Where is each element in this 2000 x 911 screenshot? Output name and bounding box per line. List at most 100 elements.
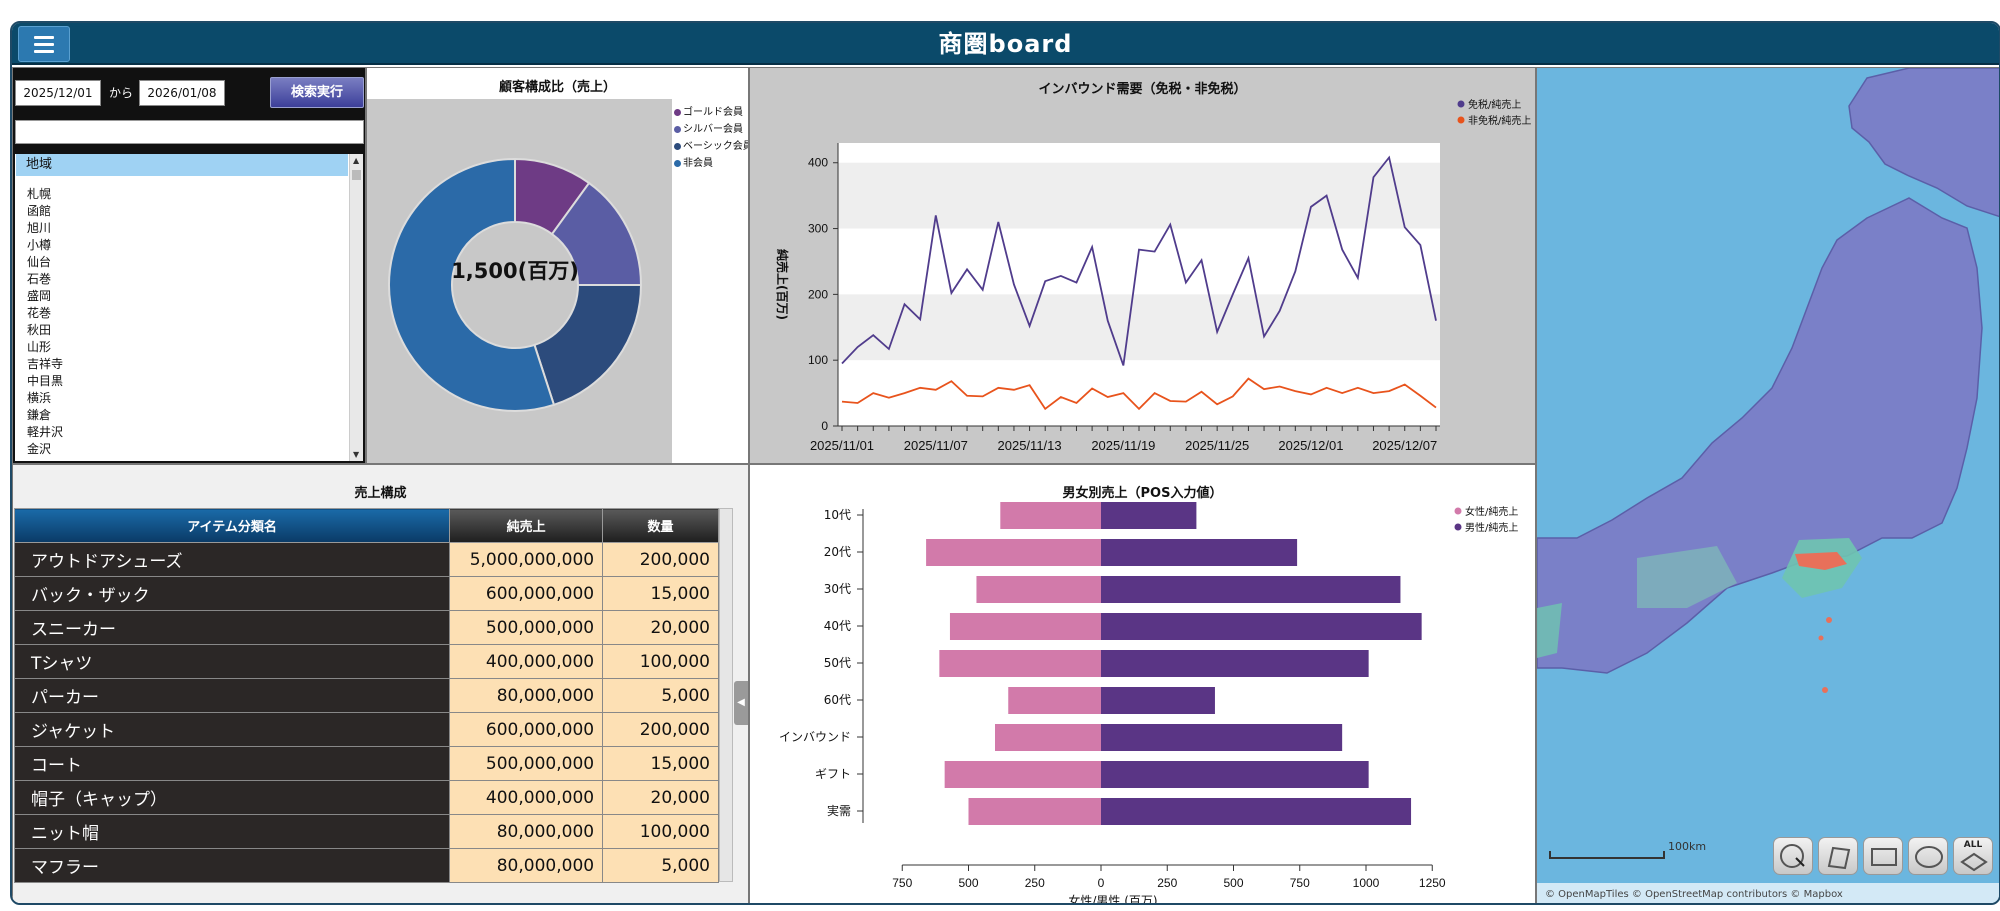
all-select-icon[interactable]: ALL bbox=[1953, 837, 1993, 875]
polygon-select-icon[interactable] bbox=[1818, 837, 1858, 875]
female-bar[interactable] bbox=[944, 761, 1101, 788]
line-series[interactable] bbox=[841, 377, 1437, 411]
table-row[interactable]: バック・ザック 600,000,000 15,000 bbox=[13, 576, 719, 611]
region-item[interactable]: 小樽 bbox=[27, 238, 52, 252]
region-item[interactable]: 吉祥寺 bbox=[27, 357, 64, 371]
search-button[interactable]: 検索実行 bbox=[270, 77, 364, 108]
header-item-category[interactable]: アイテム分類名 bbox=[13, 508, 451, 543]
male-bar[interactable] bbox=[1101, 539, 1298, 566]
region-item[interactable]: 盛岡 bbox=[27, 289, 52, 303]
region-list-header[interactable]: 地域 bbox=[16, 154, 348, 176]
table-row[interactable]: 帽子（キャップ） 400,000,000 20,000 bbox=[13, 780, 719, 815]
keyword-input[interactable] bbox=[15, 120, 364, 144]
page-title: 商圏board bbox=[938, 30, 1073, 58]
female-bar[interactable] bbox=[1000, 502, 1101, 529]
bar-legend-label[interactable]: 女性/純売上 bbox=[1465, 505, 1518, 518]
female-bar[interactable] bbox=[968, 798, 1102, 825]
region-item[interactable]: 札幌 bbox=[27, 187, 52, 201]
region-item[interactable]: 金沢 bbox=[27, 442, 52, 456]
region-item[interactable]: 横浜 bbox=[27, 391, 52, 405]
sales-table: アイテム分類名 純売上 数量 アウトドアシューズ 5,000,000,000 200… bbox=[13, 508, 719, 883]
table-scrollbar[interactable] bbox=[719, 508, 733, 882]
region-item[interactable]: 鎌倉 bbox=[27, 408, 52, 422]
female-bar[interactable] bbox=[939, 650, 1101, 677]
scroll-down-icon[interactable]: ▼ bbox=[353, 450, 360, 459]
donut-legend-item[interactable]: シルバー会員 bbox=[674, 120, 743, 135]
male-bar[interactable] bbox=[1101, 650, 1369, 677]
map-canvas[interactable] bbox=[1537, 68, 2000, 905]
table-row[interactable]: Tシャツ 400,000,000 100,000 bbox=[13, 644, 719, 679]
quantity-cell: 5,000 bbox=[602, 848, 719, 883]
female-bar[interactable] bbox=[976, 576, 1101, 603]
item-category-cell: スニーカー bbox=[13, 610, 451, 645]
legend-label: 非会員 bbox=[683, 158, 713, 169]
date-to-input[interactable]: 2026/01/08 bbox=[139, 80, 225, 106]
table-row[interactable]: スニーカー 500,000,000 20,000 bbox=[13, 610, 719, 645]
inbound-demand-panel: インバウンド需要（免税・非免税） 0 100 200 300 400 2025/11/01… bbox=[749, 67, 1536, 464]
table-row[interactable]: ジャケット 600,000,000 200,000 bbox=[13, 712, 719, 747]
region-item[interactable]: 石巻 bbox=[27, 272, 52, 286]
date-from-input[interactable]: 2025/12/01 bbox=[15, 80, 101, 106]
line-series[interactable] bbox=[841, 155, 1437, 366]
donut-slice[interactable] bbox=[533, 284, 643, 407]
header-quantity[interactable]: 数量 bbox=[602, 508, 719, 543]
scale-bar bbox=[1549, 851, 1665, 859]
donut-slice[interactable] bbox=[388, 157, 556, 412]
male-bar[interactable] bbox=[1101, 502, 1197, 529]
male-bar[interactable] bbox=[1101, 798, 1412, 825]
circle-select-icon[interactable] bbox=[1908, 837, 1948, 875]
table-row[interactable]: アウトドアシューズ 5,000,000,000 200,000 bbox=[13, 542, 719, 577]
app-window: 商圏board 2025/12/01 から 2026/01/08 検索実行 地域… bbox=[10, 21, 2000, 905]
region-item[interactable]: 花巻 bbox=[27, 306, 52, 320]
male-bar[interactable] bbox=[1101, 613, 1422, 640]
region-item[interactable]: 仙台 bbox=[27, 255, 52, 269]
bar-legend-label[interactable]: 男性/純売上 bbox=[1465, 521, 1518, 534]
female-bar[interactable] bbox=[949, 613, 1101, 640]
male-bar[interactable] bbox=[1101, 724, 1343, 751]
line-legend-label[interactable]: 免税/純売上 bbox=[1468, 98, 1521, 111]
region-item[interactable]: 秋田 bbox=[27, 323, 52, 337]
line-legend-label[interactable]: 非免税/純売上 bbox=[1468, 114, 1531, 127]
table-row[interactable]: ニット帽 80,000,000 100,000 bbox=[13, 814, 719, 849]
region-item[interactable]: 中目黒 bbox=[27, 374, 64, 388]
sales-title: 売上構成 bbox=[354, 486, 407, 501]
male-bar[interactable] bbox=[1101, 687, 1215, 714]
shizuoka-highlight bbox=[1637, 546, 1737, 608]
region-item[interactable]: 旭川 bbox=[27, 221, 52, 235]
donut-title-bar: 顧客構成比（売上） bbox=[367, 68, 748, 99]
region-item[interactable]: 軽井沢 bbox=[27, 425, 64, 439]
x-tick-label: 250 bbox=[1025, 876, 1045, 890]
category-label: 30代 bbox=[824, 582, 851, 596]
female-bar[interactable] bbox=[926, 539, 1101, 566]
collapse-arrow-icon[interactable]: ◀ bbox=[734, 681, 748, 725]
point-select-icon[interactable] bbox=[1773, 837, 1813, 875]
quantity-cell: 15,000 bbox=[602, 746, 719, 781]
quantity-cell: 100,000 bbox=[602, 814, 719, 849]
rect-select-icon[interactable] bbox=[1863, 837, 1903, 875]
table-row[interactable]: マフラー 80,000,000 5,000 bbox=[13, 848, 719, 883]
header-net-sales[interactable]: 純売上 bbox=[449, 508, 604, 543]
region-scrollbar[interactable]: ▲ ▼ bbox=[349, 154, 363, 461]
female-bar[interactable] bbox=[1008, 687, 1101, 714]
net-sales-cell: 80,000,000 bbox=[449, 814, 604, 849]
donut-legend-item[interactable]: ベーシック会員 bbox=[674, 137, 748, 152]
map-toolbar: ALL bbox=[1773, 837, 1993, 875]
map-panel[interactable]: 100km ALL © OpenMapTiles © OpenStreetMap… bbox=[1536, 67, 2000, 905]
donut-legend-item[interactable]: 非会員 bbox=[674, 154, 713, 169]
region-item[interactable]: 山形 bbox=[27, 340, 52, 354]
table-row[interactable]: パーカー 80,000,000 5,000 bbox=[13, 678, 719, 713]
legend-dot-icon bbox=[674, 159, 681, 167]
island-marker bbox=[1822, 687, 1828, 693]
scroll-thumb[interactable] bbox=[352, 170, 361, 180]
male-bar[interactable] bbox=[1101, 576, 1401, 603]
scroll-up-icon[interactable]: ▲ bbox=[353, 156, 360, 165]
table-row[interactable]: コート 500,000,000 15,000 bbox=[13, 746, 719, 781]
legend-dot-icon bbox=[674, 125, 681, 133]
hamburger-icon[interactable] bbox=[18, 26, 70, 62]
gender-sales-panel: 男女別売上（POS入力値） 10代 20代 30代 40代 50代 60代 インバウンド ギフ… bbox=[749, 464, 1536, 903]
female-bar[interactable] bbox=[995, 724, 1101, 751]
male-bar[interactable] bbox=[1101, 761, 1369, 788]
donut-legend-item[interactable]: ゴールド会員 bbox=[674, 103, 743, 118]
region-list[interactable]: 地域 札幌函館旭川小樽仙台石巻盛岡花巻秋田山形吉祥寺中目黒横浜鎌倉軽井沢金沢 ▲… bbox=[15, 154, 363, 461]
region-item[interactable]: 函館 bbox=[27, 204, 52, 218]
